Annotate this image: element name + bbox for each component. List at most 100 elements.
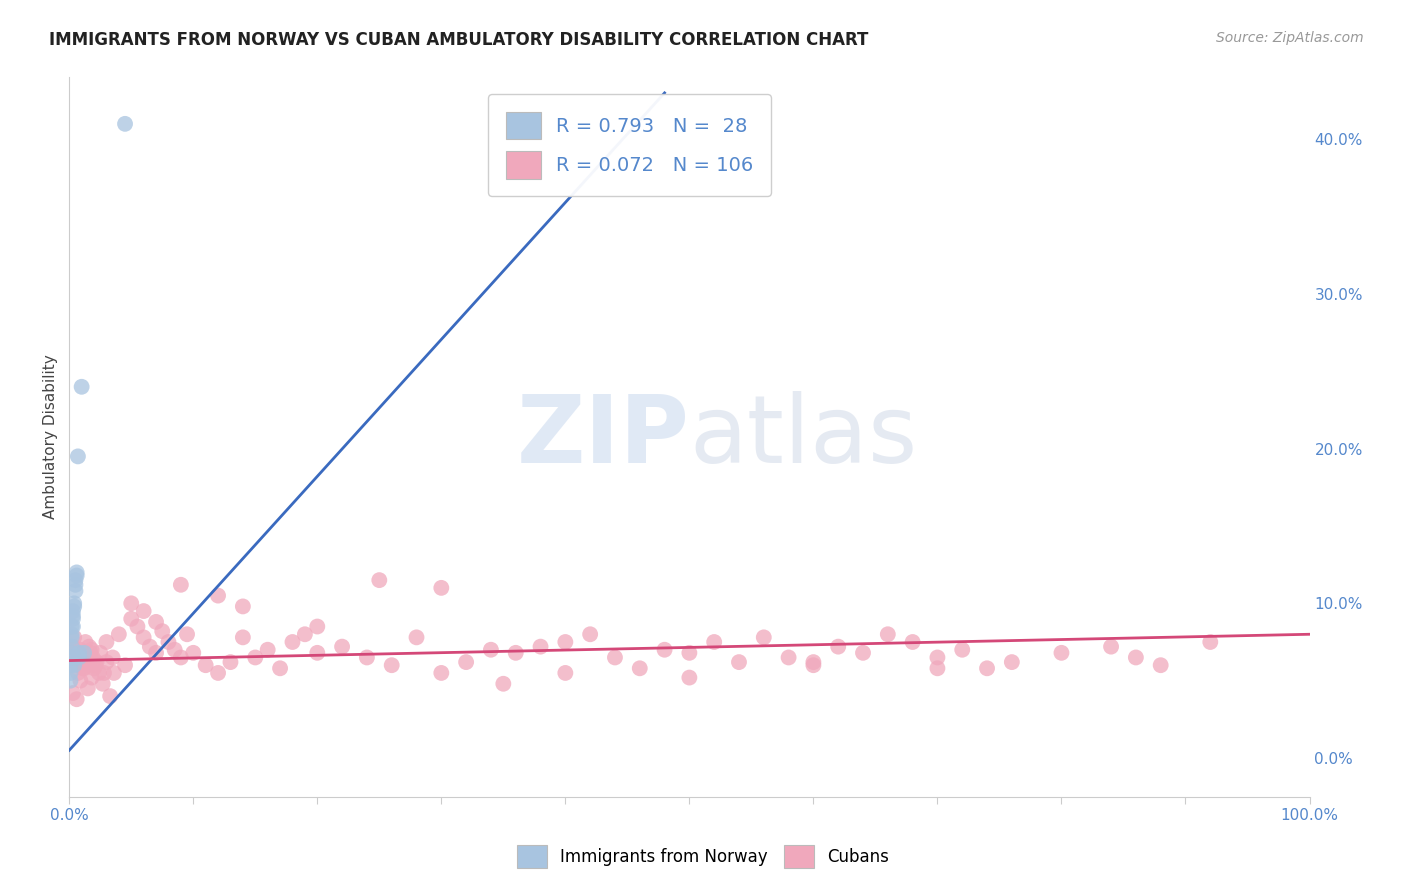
Point <box>62 612 84 626</box>
Point <box>114 658 136 673</box>
Point <box>927 650 949 665</box>
Point <box>1125 650 1147 665</box>
Point <box>479 642 502 657</box>
Point <box>89 646 111 660</box>
Point <box>65 573 87 587</box>
Point <box>1099 640 1122 654</box>
Point <box>60 619 83 633</box>
Point <box>827 640 849 654</box>
Point <box>157 635 180 649</box>
Point <box>73 646 96 660</box>
Point <box>628 661 651 675</box>
Point <box>381 658 404 673</box>
Point <box>66 665 89 680</box>
Legend: R = 0.793   N =  28, R = 0.072   N = 106: R = 0.793 N = 28, R = 0.072 N = 106 <box>488 95 770 196</box>
Point <box>80 642 103 657</box>
Point <box>529 640 551 654</box>
Point <box>66 692 89 706</box>
Point <box>59 658 82 673</box>
Point <box>554 665 576 680</box>
Point <box>67 658 90 673</box>
Text: ZIP: ZIP <box>516 391 689 483</box>
Point <box>77 640 100 654</box>
Point <box>803 655 825 669</box>
Point <box>703 635 725 649</box>
Point <box>93 665 115 680</box>
Point <box>852 646 875 660</box>
Point <box>80 671 103 685</box>
Point <box>728 655 751 669</box>
Point <box>62 608 84 623</box>
Point <box>60 646 83 660</box>
Legend: Immigrants from Norway, Cubans: Immigrants from Norway, Cubans <box>508 837 898 877</box>
Point <box>927 661 949 675</box>
Point <box>63 596 86 610</box>
Point <box>368 573 391 587</box>
Point <box>232 599 254 614</box>
Point <box>752 631 775 645</box>
Point <box>132 631 155 645</box>
Point <box>63 658 86 673</box>
Point <box>76 681 98 696</box>
Point <box>330 640 353 654</box>
Point <box>678 671 700 685</box>
Point <box>356 650 378 665</box>
Point <box>67 646 90 660</box>
Point <box>145 646 167 660</box>
Point <box>132 604 155 618</box>
Point <box>60 640 83 654</box>
Point <box>67 650 90 665</box>
Point <box>579 627 602 641</box>
Point <box>219 655 242 669</box>
Point <box>1199 635 1222 649</box>
Point <box>803 658 825 673</box>
Point <box>87 665 110 680</box>
Point <box>492 677 515 691</box>
Point <box>256 642 278 657</box>
Point <box>70 380 93 394</box>
Point <box>103 665 125 680</box>
Point <box>603 650 626 665</box>
Point <box>232 631 254 645</box>
Point <box>281 635 304 649</box>
Point <box>269 661 291 675</box>
Point <box>150 624 173 639</box>
Text: IMMIGRANTS FROM NORWAY VS CUBAN AMBULATORY DISABILITY CORRELATION CHART: IMMIGRANTS FROM NORWAY VS CUBAN AMBULATO… <box>49 31 869 49</box>
Point <box>405 631 427 645</box>
Point <box>1001 655 1024 669</box>
Point <box>139 640 162 654</box>
Point <box>76 658 98 673</box>
Point <box>876 627 898 641</box>
Point <box>194 658 217 673</box>
Point <box>65 655 87 669</box>
Point <box>60 627 83 641</box>
Point <box>75 635 97 649</box>
Point <box>72 661 94 675</box>
Point <box>127 619 149 633</box>
Point <box>678 646 700 660</box>
Point <box>96 655 118 669</box>
Point <box>554 635 576 649</box>
Point <box>505 646 527 660</box>
Point <box>62 619 84 633</box>
Point <box>63 599 86 614</box>
Point <box>181 646 204 660</box>
Point <box>901 635 924 649</box>
Point <box>73 655 96 669</box>
Text: atlas: atlas <box>689 391 918 483</box>
Point <box>654 642 676 657</box>
Point <box>59 665 82 680</box>
Point <box>66 450 89 464</box>
Point <box>83 661 105 675</box>
Point <box>108 627 131 641</box>
Point <box>430 581 453 595</box>
Point <box>65 584 87 599</box>
Point <box>62 640 84 654</box>
Point <box>307 619 329 633</box>
Point <box>163 642 186 657</box>
Point <box>176 627 198 641</box>
Point <box>69 673 91 688</box>
Point <box>59 673 82 688</box>
Point <box>170 578 193 592</box>
Point <box>76 650 98 665</box>
